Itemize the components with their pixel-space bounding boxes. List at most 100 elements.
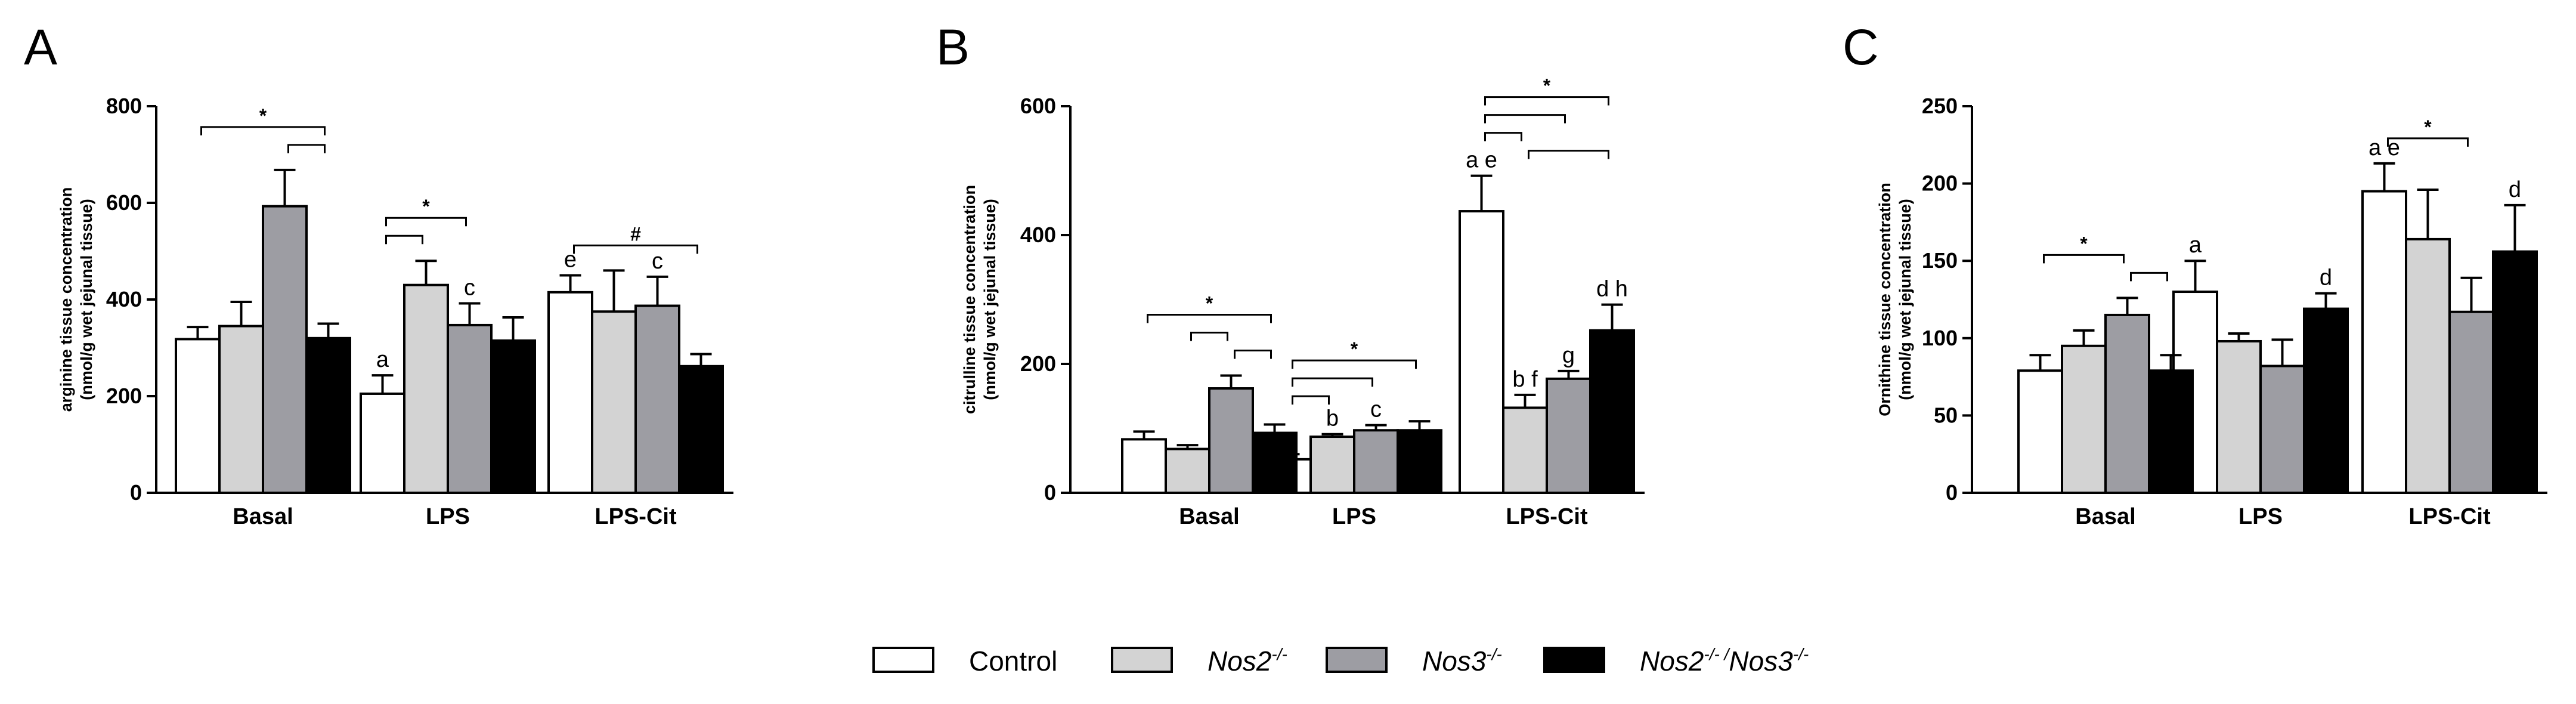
y-tick-label: 600 (1020, 94, 1056, 118)
bar (678, 365, 724, 495)
bar (447, 323, 493, 494)
bar (1397, 429, 1442, 494)
bar (2216, 339, 2262, 495)
bar (305, 336, 351, 494)
legend-swatch (1543, 647, 1605, 673)
x-category-label: Basal (233, 504, 293, 529)
significance-symbol: * (1543, 75, 1551, 97)
bar (175, 338, 221, 494)
bar (2259, 365, 2305, 494)
significance-group: * (385, 196, 467, 245)
y-axis-label-line1: citrulline tissue concentration (961, 185, 979, 414)
y-axis-label-line2: (nmol/g wet jejunal tissue) (1896, 199, 1914, 400)
significance-symbol: * (2080, 233, 2088, 254)
significance-bracket (2387, 137, 2469, 147)
bar (2061, 344, 2107, 495)
bar (490, 339, 536, 494)
bar-annotation: g (1562, 343, 1575, 368)
bar-annotation: c (652, 249, 663, 274)
legend-label-text: Nos3 (1729, 646, 1793, 677)
significance-bracket (2130, 271, 2168, 282)
bar (634, 304, 680, 495)
bar (2448, 310, 2494, 495)
y-tick-label: 200 (1922, 171, 1958, 196)
significance-symbol: * (259, 105, 267, 126)
bar (2303, 307, 2349, 494)
bar (218, 325, 264, 494)
panel-letter: A (24, 19, 57, 75)
bar-annotation: d (2509, 177, 2521, 202)
legend-item: Nos2-/- /Nos3-/- (1543, 645, 1809, 677)
significance-bracket (1484, 132, 1522, 141)
y-axis-label: citrulline tissue concentration (nmol/g w… (961, 185, 999, 414)
y-axis-label-line1: arginine tissue concentration (57, 187, 75, 412)
y-tick-label: 250 (1922, 94, 1958, 118)
significance-symbol: * (422, 196, 430, 217)
bar-annotation: a (376, 347, 389, 372)
significance-bracket (1190, 331, 1228, 341)
legend-item: Nos3-/- (1326, 645, 1502, 677)
y-tick-label: 200 (106, 384, 142, 408)
significance-bracket (287, 144, 326, 153)
significance-bracket (573, 244, 698, 254)
significance-group: * (1147, 292, 1272, 359)
y-tick-label: 0 (1044, 480, 1056, 505)
bar (403, 283, 449, 494)
legend-item: Control (872, 646, 1057, 677)
x-category-label: LPS-Cit (1506, 504, 1588, 529)
bar (2405, 237, 2451, 494)
significance-bracket (200, 126, 326, 135)
y-tick-label: 0 (1946, 480, 1958, 505)
y-axis-label-line1: Ornithine tissue concentration (1876, 183, 1894, 416)
bar-annotation: a e (2368, 135, 2400, 160)
bar (1502, 406, 1548, 494)
significance-symbol: * (1351, 338, 1358, 360)
chart-panel-C: C Ornithine tissue concentration (nmol/g w… (1843, 19, 2547, 529)
significance-group: * (2387, 116, 2469, 147)
x-category-label: Basal (1179, 504, 1239, 529)
bar-annotation: d h (1596, 277, 1628, 302)
significance-group: * (1484, 75, 1609, 159)
bar (1459, 210, 1504, 494)
bar (591, 310, 637, 494)
x-category-label: LPS (426, 504, 470, 529)
x-category-label: LPS-Cit (2408, 504, 2491, 529)
significance-group: * (2043, 233, 2168, 282)
significance-group: * (1292, 338, 1417, 405)
legend-label-sup: -/- (1486, 645, 1501, 663)
bar (2148, 369, 2194, 494)
significance-symbol: # (630, 223, 641, 245)
legend-label-sup: -/- / (1704, 645, 1730, 663)
bar (1252, 431, 1298, 494)
legend-label: Control (969, 646, 1057, 677)
bar-annotation: b f (1512, 367, 1538, 392)
bar-annotation: c (464, 275, 475, 300)
significance-bracket (385, 234, 423, 245)
significance-bracket (1292, 359, 1417, 369)
y-tick-label: 0 (130, 480, 142, 505)
y-axis-label: arginine tissue concentration (nmol/g wet… (57, 187, 95, 412)
bar (2104, 313, 2150, 494)
legend-label-text: Nos2 (1208, 646, 1271, 677)
legend-label: Nos3-/- (1422, 645, 1502, 677)
y-tick-label: 400 (106, 287, 142, 311)
significance-bracket (1484, 96, 1609, 106)
significance-group: * (200, 105, 326, 153)
bar-annotation: a (2189, 233, 2202, 258)
significance-bracket (1234, 349, 1272, 359)
legend-label-text: Control (969, 646, 1057, 677)
bar (360, 392, 405, 495)
y-axis-label-line2: (nmol/g wet jejunal tissue) (78, 199, 95, 400)
y-axis-label-line2: (nmol/g wet jejunal tissue) (981, 199, 999, 400)
x-category-label: LPS-Cit (595, 504, 677, 529)
bar (262, 205, 308, 494)
significance-bracket (1147, 313, 1272, 323)
significance-bracket (1292, 395, 1330, 405)
bar (1165, 447, 1210, 494)
x-category-label: Basal (2075, 504, 2135, 529)
y-tick-label: 600 (106, 190, 142, 215)
